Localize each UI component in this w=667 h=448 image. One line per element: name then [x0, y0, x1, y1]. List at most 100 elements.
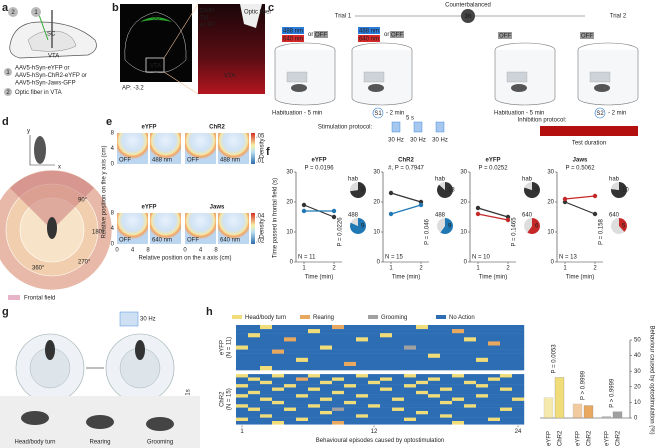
heatmap-cell — [404, 397, 417, 402]
heatmap-cell — [464, 374, 477, 378]
heatmap-cell — [404, 366, 417, 371]
heatmap-cell — [284, 349, 297, 354]
heatmap-cell — [488, 337, 501, 342]
label: 10 — [373, 230, 380, 236]
heatmap-cell — [272, 397, 285, 402]
heatmap-cell — [452, 341, 465, 346]
heatmap-cell — [512, 353, 525, 358]
heatmap-cell — [392, 421, 405, 425]
label: Stimulation protocol: — [318, 125, 373, 131]
label: Behaviour caused by optostimulation (%) — [648, 325, 654, 434]
heatmap-cell — [476, 414, 489, 418]
heatmap-cell — [428, 380, 441, 385]
label: hab — [348, 177, 359, 183]
heatmap-cell — [296, 394, 309, 398]
ledge — [286, 71, 308, 83]
heatmap-cell — [248, 404, 261, 408]
heatmap-cell — [416, 380, 429, 385]
heatmap-cell — [440, 417, 453, 422]
heatmap-cell — [512, 361, 525, 367]
heatmap-cell — [404, 394, 417, 398]
heatmap-cell — [488, 404, 501, 408]
heatmap-cell — [308, 417, 321, 422]
heatmap-cell — [464, 404, 477, 408]
heatmap-cell — [248, 407, 261, 412]
label: 8 — [214, 248, 218, 254]
heatmap-cell — [380, 349, 393, 354]
ledge — [589, 71, 611, 83]
label: y — [27, 129, 30, 135]
heatmap-cell — [296, 349, 309, 354]
heatmap-cell — [284, 345, 297, 350]
zoom-lines — [163, 3, 199, 95]
label: Head/body turn — [14, 440, 55, 446]
heatmap-cell — [440, 353, 453, 358]
heatmap-cell — [368, 410, 381, 415]
heatmap-cell — [308, 361, 321, 367]
heatmap-cell — [428, 366, 441, 371]
heatmap-cell — [344, 387, 357, 392]
heatmap-cell — [500, 400, 513, 405]
heatmap-cell — [236, 329, 249, 334]
label: 1 — [34, 10, 38, 16]
heatmap-cell — [284, 387, 297, 392]
label: .04 — [256, 214, 265, 220]
heatmap-cell — [452, 390, 465, 395]
heatmap-cell — [272, 400, 285, 405]
heatmap-cell — [248, 374, 261, 378]
label: 1 — [563, 266, 567, 272]
heatmap-cell — [404, 341, 417, 346]
heatmap-cell — [356, 345, 369, 350]
bar — [583, 405, 594, 419]
heatmap-cell — [428, 329, 441, 334]
heatmap-cell — [392, 394, 405, 398]
test-circle — [372, 107, 384, 119]
pie-wedge — [610, 218, 625, 235]
heatmap-cell — [284, 380, 297, 385]
label: eYFP — [547, 431, 553, 446]
heatmap-cell — [440, 394, 453, 398]
heatmap-cell — [272, 357, 285, 363]
label: hab — [522, 177, 533, 183]
heatmap-cell — [356, 341, 369, 346]
heatmap-cell — [308, 357, 321, 363]
label: 640 nm — [359, 36, 379, 42]
heatmap-cell — [476, 345, 489, 350]
heatmap-cell — [356, 417, 369, 422]
heatmap-cell — [248, 345, 261, 350]
heatmap-cell — [296, 353, 309, 358]
light-box — [282, 35, 304, 42]
panel-label: d — [2, 116, 9, 128]
mean-point — [301, 202, 307, 208]
label: 30 — [547, 170, 554, 176]
ledge — [363, 71, 385, 83]
mean-point — [592, 193, 598, 199]
heatmap-cell — [488, 366, 501, 371]
heatmap-cell — [248, 325, 261, 330]
heatmap-cell — [320, 410, 333, 415]
heatmap-cell — [428, 394, 441, 398]
mean-point — [331, 214, 337, 220]
heatmap-cell — [260, 353, 273, 358]
heatmap-cell — [368, 377, 381, 381]
label: 2 — [11, 10, 15, 16]
heatmap-cell — [452, 417, 465, 422]
heatmap-cell — [356, 380, 369, 385]
heatmap-cell — [380, 361, 393, 367]
heatmap-cell — [440, 349, 453, 354]
label: 0 — [634, 416, 638, 422]
label: < 1s — [186, 389, 192, 401]
heatmap-cell — [356, 357, 369, 363]
heatmap-cell — [248, 337, 261, 342]
heatmap-cell — [464, 397, 477, 402]
label: Inhibition protocol: — [518, 118, 567, 124]
heatmap-cell — [392, 353, 405, 358]
density-map — [150, 133, 181, 164]
heatmap-cell — [464, 400, 477, 405]
heatmap-cell — [368, 390, 381, 395]
heatmap-cell — [344, 410, 357, 415]
heatmap-cell — [464, 390, 477, 395]
label: AAV5-hSyn-eYFP or — [15, 66, 69, 72]
label: 360° — [32, 266, 45, 272]
